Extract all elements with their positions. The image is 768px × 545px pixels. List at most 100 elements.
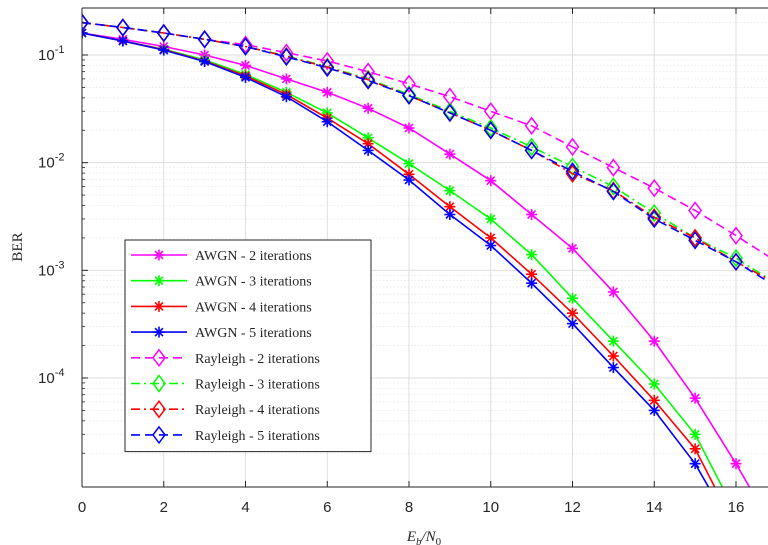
- star-stroke: [322, 87, 332, 97]
- star-marker: [321, 116, 333, 128]
- diamond-marker: [524, 137, 539, 157]
- star-marker: [731, 523, 742, 534]
- star-stroke: [154, 276, 164, 286]
- star-marker: [526, 249, 538, 261]
- x-tick-label: 10: [482, 499, 499, 516]
- star-stroke: [240, 60, 251, 70]
- diamond-marker: [442, 103, 457, 123]
- axes: [81, 7, 768, 488]
- star-stroke: [690, 444, 700, 454]
- star-stroke: [527, 269, 537, 279]
- diamond-marker: [320, 51, 335, 71]
- star-stroke: [567, 308, 578, 318]
- legend-entry: Rayleigh - 4 iterations: [131, 399, 320, 419]
- star-marker: [567, 242, 578, 254]
- star-marker: [689, 443, 701, 455]
- legend-box: [124, 239, 372, 453]
- series-4: [82, 27, 742, 540]
- y-tick-base: 10: [38, 47, 55, 64]
- x-tick-label: 12: [564, 499, 581, 516]
- star-stroke: [649, 405, 659, 415]
- legend-entry: Rayleigh - 2 iterations: [131, 348, 320, 368]
- star-stroke: [118, 36, 128, 46]
- x-tick-label: 4: [241, 499, 249, 516]
- legend-label: AWGN - 4 iterations: [195, 300, 312, 315]
- star-stroke: [567, 293, 578, 303]
- star-marker: [567, 318, 578, 330]
- y-tick-exponent: -1: [55, 44, 65, 56]
- star-stroke: [649, 395, 659, 405]
- diamond-marker: [320, 58, 335, 78]
- star-stroke: [363, 103, 373, 113]
- x-axis-label-sub-b: b: [416, 536, 422, 545]
- star-marker: [403, 158, 415, 170]
- diamond-marker: [606, 177, 621, 196]
- legend-entry: AWGN - 3 iterations: [131, 275, 312, 290]
- diamond-marker: [729, 252, 743, 272]
- star-marker: [362, 102, 374, 114]
- star-stroke: [281, 92, 291, 102]
- star-marker: [730, 458, 742, 470]
- star-stroke: [363, 145, 373, 155]
- x-tick-label: 16: [728, 499, 745, 516]
- x-axis-label: Eb/N0: [406, 529, 442, 545]
- star-marker: [731, 529, 742, 540]
- star-marker: [444, 209, 456, 221]
- star-marker: [280, 73, 292, 85]
- diamond-marker: [442, 102, 457, 121]
- plot-clip: [82, 13, 768, 540]
- diamond-marker: [483, 118, 498, 138]
- diamond-marker: [279, 43, 294, 62]
- star-stroke: [154, 301, 164, 311]
- star-stroke: [445, 149, 455, 159]
- legend-label: Rayleigh - 4 iterations: [195, 403, 320, 418]
- star-stroke: [608, 336, 618, 346]
- star-stroke: [732, 531, 740, 539]
- star-stroke: [731, 459, 741, 469]
- legend-entry: AWGN - 2 iterations: [131, 249, 312, 264]
- star-marker: [199, 56, 211, 68]
- star-stroke: [404, 123, 414, 133]
- star-marker: [689, 392, 701, 404]
- star-marker: [485, 175, 497, 187]
- diamond-marker: [606, 158, 621, 177]
- y-tick-label: 10-1: [38, 44, 64, 64]
- star-marker: [689, 428, 701, 440]
- star-marker: [567, 292, 578, 304]
- star-stroke: [567, 243, 578, 253]
- diamond-marker: [647, 208, 662, 227]
- y-tick-base: 10: [38, 262, 55, 279]
- star-stroke: [608, 363, 618, 373]
- star-marker: [321, 86, 333, 98]
- star-marker: [403, 174, 415, 186]
- legend-label: Rayleigh - 5 iterations: [195, 429, 320, 444]
- diamond-marker: [524, 141, 539, 160]
- star-stroke: [527, 250, 537, 260]
- legend-label: AWGN - 2 iterations: [195, 249, 312, 264]
- star-marker: [158, 44, 170, 56]
- star-marker: [444, 185, 456, 197]
- diamond-marker: [565, 162, 580, 181]
- star-stroke: [322, 117, 332, 127]
- star-stroke: [567, 319, 578, 329]
- star-marker: [240, 71, 251, 83]
- y-axis-label: BER: [10, 232, 26, 261]
- legend-entry: AWGN - 4 iterations: [131, 300, 312, 315]
- star-stroke: [732, 531, 740, 539]
- star-stroke: [363, 139, 373, 149]
- series-line: [82, 32, 751, 487]
- diamond-marker: [729, 248, 743, 268]
- x-tick-label: 8: [405, 499, 413, 516]
- diamond-marker: [688, 231, 703, 250]
- star-marker: [607, 362, 619, 374]
- x-tick-label: 6: [323, 499, 331, 516]
- star-marker: [444, 148, 456, 160]
- star-stroke: [486, 240, 496, 251]
- y-tick-exponent: -2: [55, 152, 65, 164]
- diamond-marker: [156, 23, 171, 43]
- star-marker: [153, 326, 165, 338]
- y-tick-base: 10: [38, 155, 55, 172]
- star-stroke: [445, 202, 455, 212]
